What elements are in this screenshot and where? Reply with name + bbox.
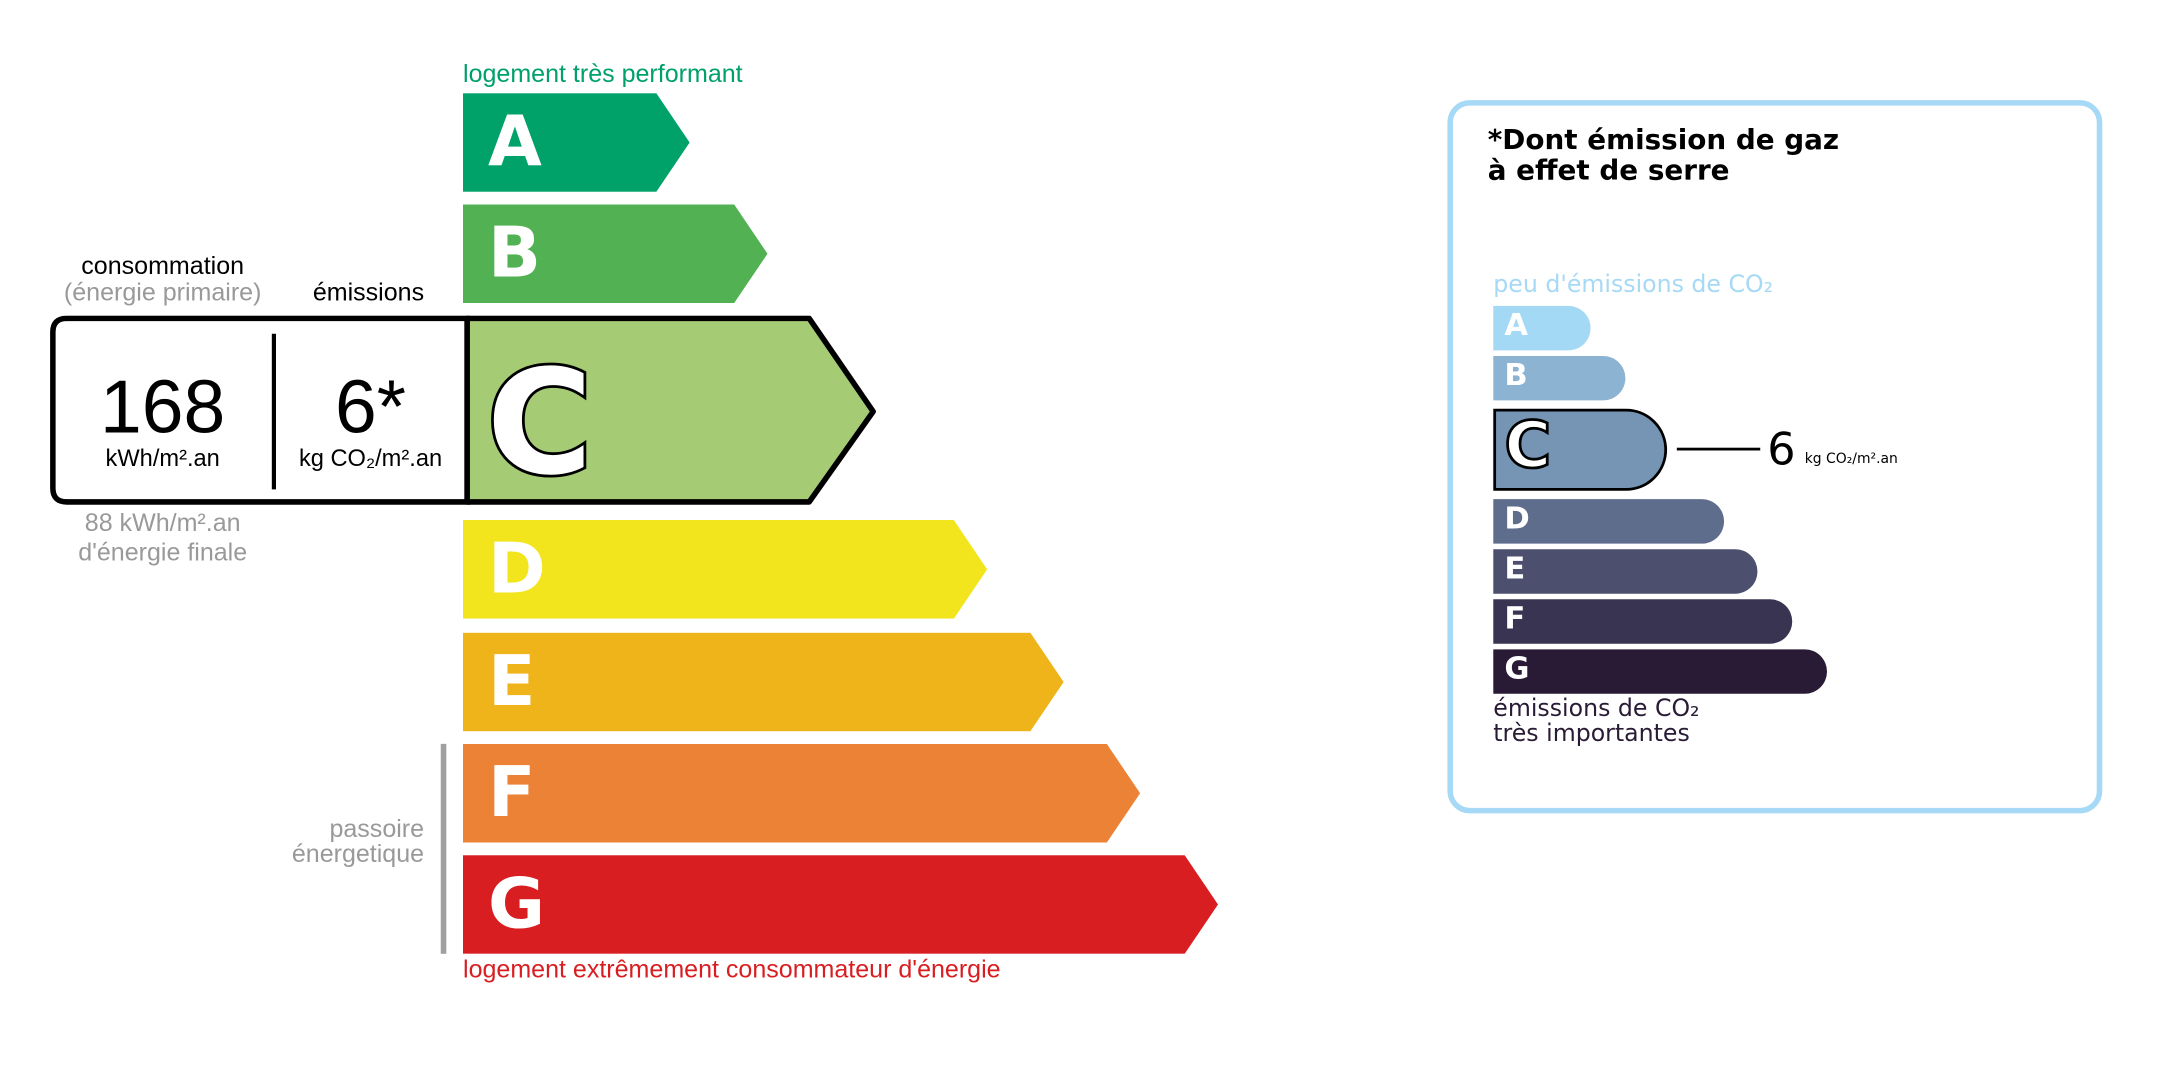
energy-top-label: logement très performant bbox=[463, 59, 743, 88]
ges-panel bbox=[1447, 100, 2103, 814]
emissions-value: 6* bbox=[335, 365, 407, 450]
class-letter: F bbox=[1504, 602, 1526, 637]
ges-value: 6 bbox=[1767, 422, 1796, 476]
class-letter: B bbox=[488, 212, 542, 294]
ges-value-connector bbox=[1676, 447, 1761, 451]
class-letter: G bbox=[488, 863, 546, 945]
energy-class-g: G bbox=[463, 855, 1218, 954]
final-energy-label: d'énergie finale bbox=[78, 538, 248, 566]
energy-class-a: A bbox=[463, 93, 690, 192]
class-letter: E bbox=[1504, 551, 1526, 587]
emissions-unit: kg CO₂/m².an bbox=[298, 444, 443, 472]
class-letter: C bbox=[487, 340, 593, 508]
passoire-label-line2: énergetique bbox=[291, 839, 425, 868]
ges-bottom-label-line2: très importantes bbox=[1493, 720, 1690, 749]
energy-bottom-label: logement extrêmement consommateur d'éner… bbox=[463, 955, 1001, 984]
ges-class-a: A bbox=[1493, 305, 1591, 351]
final-energy-value: 88 kWh/m².an bbox=[84, 508, 241, 537]
ges-bottom-label-line1: émissions de CO₂ bbox=[1493, 695, 1700, 724]
consumption-unit: kWh/m².an bbox=[105, 444, 220, 472]
consumption-subheader: (énergie primaire) bbox=[63, 278, 262, 306]
ges-class-d: D bbox=[1493, 499, 1725, 544]
ges-title-line1: *Dont émission de gaz bbox=[1487, 122, 1840, 156]
ges-class-f: F bbox=[1493, 599, 1793, 644]
energy-class-e: E bbox=[463, 632, 1064, 732]
passoire-label-line1: passoire bbox=[329, 814, 425, 843]
class-letter: B bbox=[1504, 358, 1528, 394]
class-letter: F bbox=[488, 752, 536, 833]
energy-class-d: D bbox=[463, 520, 988, 619]
ges-class-g: G bbox=[1493, 649, 1827, 694]
consumption-header: consommation bbox=[81, 251, 245, 280]
class-letter: D bbox=[488, 528, 546, 609]
class-letter: A bbox=[1504, 308, 1529, 344]
class-letter: G bbox=[1504, 652, 1530, 687]
ges-unit: kg CO₂/m².an bbox=[1804, 451, 1898, 468]
ges-current-class-c: C bbox=[1493, 406, 1668, 491]
class-letter: C bbox=[1503, 406, 1553, 484]
consumption-value: 168 bbox=[100, 365, 226, 450]
emissions-header: émissions bbox=[312, 278, 425, 306]
class-letter: E bbox=[488, 640, 536, 722]
energy-class-b: B bbox=[463, 204, 768, 304]
class-letter: A bbox=[488, 101, 542, 183]
ges-title-line2: à effet de serre bbox=[1487, 152, 1730, 187]
ges-top-label: peu d'émissions de CO₂ bbox=[1493, 271, 1774, 299]
ges-class-b: B bbox=[1493, 355, 1626, 401]
energy-current-class-c: C bbox=[50, 315, 876, 510]
ges-class-e: E bbox=[1493, 549, 1758, 594]
passoire-divider bbox=[440, 743, 447, 954]
class-letter: D bbox=[1504, 501, 1530, 537]
energy-class-f: F bbox=[463, 743, 1141, 843]
